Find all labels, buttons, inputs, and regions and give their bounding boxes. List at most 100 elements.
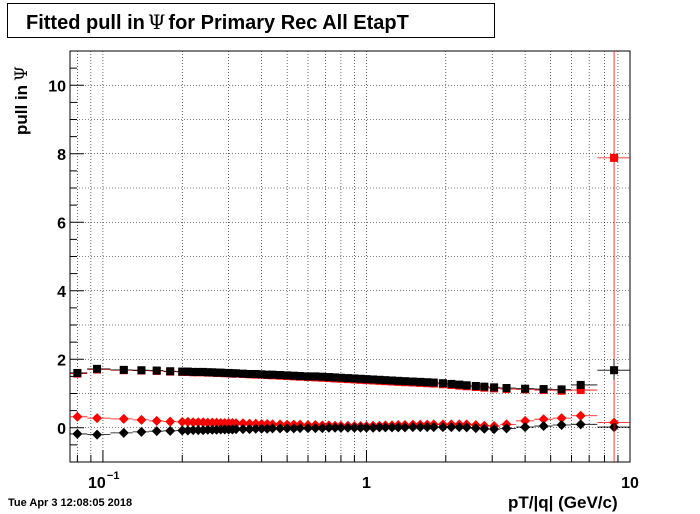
diamond-marker: [575, 410, 586, 421]
y-tick-label: 0: [57, 421, 66, 438]
diamond-marker: [118, 427, 129, 438]
y-tick-label: 4: [57, 284, 66, 301]
square-marker: [576, 386, 585, 395]
diamond-marker: [165, 416, 176, 427]
square-marker: [557, 385, 566, 394]
diamond-marker: [244, 418, 255, 429]
diamond-marker: [374, 422, 385, 433]
square-marker: [455, 380, 464, 389]
diamond-marker: [361, 422, 372, 433]
square-marker: [183, 367, 192, 376]
title-psi-symbol: Ψ: [147, 10, 166, 34]
diamond-marker: [538, 421, 549, 432]
square-marker: [521, 384, 530, 393]
square-marker: [388, 376, 397, 385]
diamond-marker: [387, 422, 398, 433]
diamond-marker: [349, 422, 360, 433]
diamond-marker: [415, 422, 426, 433]
diamond-marker: [136, 414, 147, 425]
diamond-marker: [244, 424, 255, 435]
square-marker: [93, 364, 102, 373]
diamond-marker: [317, 423, 328, 434]
square-marker: [73, 368, 82, 377]
diamond-marker: [393, 422, 404, 433]
diamond-marker: [489, 424, 500, 435]
square-marker: [429, 378, 438, 387]
diamond-marker: [310, 423, 321, 434]
diamond-marker: [556, 413, 567, 424]
diamond-marker: [422, 422, 433, 433]
diamond-marker: [380, 422, 391, 433]
square-marker: [324, 373, 333, 382]
square-marker: [303, 372, 312, 381]
diamond-marker: [231, 424, 242, 435]
diamond-marker: [479, 423, 490, 434]
square-marker: [394, 376, 403, 385]
square-marker: [166, 367, 175, 376]
square-marker: [203, 368, 212, 377]
square-marker: [212, 368, 221, 377]
diamond-marker: [368, 422, 379, 433]
diamond-marker: [275, 423, 286, 434]
diamond-marker: [437, 422, 448, 433]
square-marker: [296, 372, 305, 381]
diamond-marker: [92, 413, 103, 424]
square-marker: [471, 381, 480, 390]
diamond-marker: [92, 429, 103, 440]
square-marker: [199, 367, 208, 376]
square-marker: [490, 383, 499, 392]
diamond-marker: [288, 423, 299, 434]
y-tick-label: 6: [57, 215, 66, 232]
square-marker: [343, 374, 352, 383]
diamond-marker: [72, 411, 83, 422]
diamond-marker: [250, 418, 261, 429]
diamond-marker: [446, 422, 457, 433]
y-axis-label: pull in Ψ: [12, 0, 32, 135]
square-marker: [232, 369, 241, 378]
square-marker: [480, 382, 489, 391]
square-marker: [178, 367, 187, 376]
square-marker: [331, 373, 340, 382]
diamond-marker: [470, 423, 481, 434]
diamond-marker: [188, 425, 199, 436]
square-marker: [408, 377, 417, 386]
square-marker: [423, 378, 432, 387]
diamond-marker: [454, 422, 465, 433]
square-marker: [238, 369, 247, 378]
square-marker: [462, 381, 471, 390]
y-tick-label: 2: [57, 352, 66, 369]
square-marker: [263, 370, 272, 379]
diamond-marker: [72, 428, 83, 439]
x-tick-label: 1: [362, 475, 371, 492]
diamond-marker: [302, 423, 313, 434]
diamond-marker: [118, 413, 129, 424]
diamond-marker: [501, 423, 512, 434]
square-marker: [189, 367, 198, 376]
square-marker: [416, 377, 425, 386]
square-marker: [576, 380, 585, 389]
square-marker: [336, 373, 345, 382]
square-marker: [350, 374, 359, 383]
x-axis-label: pT/|q| (GeV/c): [508, 493, 618, 512]
square-marker: [137, 366, 146, 375]
diamond-marker: [282, 423, 293, 434]
title-suffix: for Primary Rec All EtapT: [168, 12, 409, 34]
square-marker: [381, 376, 390, 385]
square-marker: [208, 368, 217, 377]
square-marker: [268, 370, 277, 379]
diamond-marker: [428, 422, 439, 433]
diamond-marker: [237, 418, 248, 429]
diamond-marker: [151, 426, 162, 437]
diamond-marker: [323, 422, 334, 433]
diamond-marker: [177, 425, 188, 436]
y-axis-label-psi-symbol: Ψ: [12, 66, 32, 81]
square-marker: [245, 369, 254, 378]
square-marker: [194, 367, 203, 376]
diamond-marker: [520, 415, 531, 426]
square-marker: [283, 371, 292, 380]
square-marker: [276, 371, 285, 380]
square-marker: [375, 375, 384, 384]
